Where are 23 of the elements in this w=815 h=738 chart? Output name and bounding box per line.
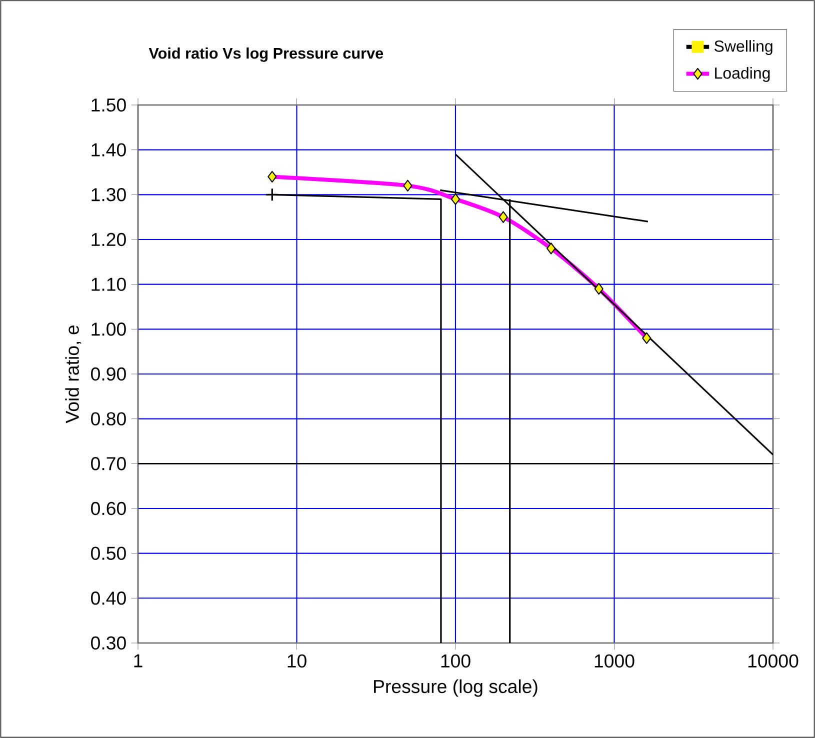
y-tick-label: 0.90 <box>91 367 126 381</box>
x-tick-label: 1000 <box>594 654 634 668</box>
y-tick-label: 1.20 <box>92 232 126 246</box>
legend-label: Swelling <box>714 40 772 56</box>
y-tick-label: 1.10 <box>92 278 126 291</box>
y-tick-label: 0.60 <box>91 502 126 516</box>
y-axis-title: Void ratio, e <box>65 326 82 424</box>
x-tick-label: 1 <box>134 654 142 668</box>
y-tick-label: 1.00 <box>92 322 126 336</box>
y-tick-label: 0.40 <box>91 592 126 605</box>
y-tick-label: 1.30 <box>92 188 126 202</box>
y-tick-label: 0.30 <box>91 636 126 650</box>
x-tick-label: 10 <box>288 654 306 668</box>
y-tick-label: 0.70 <box>91 457 126 470</box>
legend-label: Loading <box>715 67 770 82</box>
x-axis-title: Pressure (log scale) <box>374 679 538 697</box>
y-tick-label: 0.50 <box>91 546 126 560</box>
y-tick-label: 1.50 <box>92 98 126 112</box>
y-tick-label: 1.40 <box>92 143 126 156</box>
y-tick-label: 0.80 <box>91 412 126 426</box>
x-tick-label: 100 <box>441 654 470 668</box>
x-tick-label: 10000 <box>748 654 798 668</box>
chart-title: Void ratio Vs log Pressure curve <box>148 47 384 62</box>
